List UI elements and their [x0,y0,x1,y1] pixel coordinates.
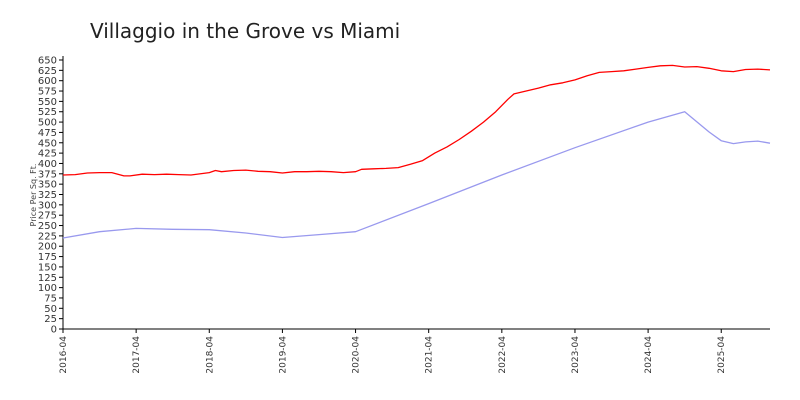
y-tick-label: 275 [38,211,57,222]
y-tick-label: 550 [38,97,57,108]
y-tick-label: 625 [38,66,57,77]
y-tick-label: 75 [44,293,57,304]
y-tick-label: 225 [38,231,57,242]
y-tick-label: 450 [38,138,57,149]
x-tick-label: 2022-04 [498,336,508,374]
x-tick-label: 2016-04 [59,336,69,374]
x-tick-label: 2024-04 [644,336,654,374]
x-tick-label: 2019-04 [278,336,288,374]
y-tick-label: 175 [38,252,57,263]
series-line-2 [62,111,771,239]
y-axis-label: Price Per Sq. Ft. [29,164,38,227]
y-tick-label: 300 [38,200,57,211]
y-tick-label: 350 [38,180,57,191]
axes: 0255075100125150175200225250275300325350… [38,56,770,374]
y-tick-label: 0 [51,325,57,336]
y-tick-label: 525 [38,107,57,118]
y-tick-label: 575 [38,87,57,98]
y-tick-label: 325 [38,190,57,201]
series-line-1 [62,64,771,177]
x-tick-label: 2020-04 [352,336,362,374]
y-tick-label: 500 [38,118,57,129]
y-tick-label: 400 [38,159,57,170]
y-tick-label: 425 [38,149,57,160]
y-tick-label: 650 [38,56,57,67]
y-tick-label: 600 [38,76,57,87]
y-tick-label: 100 [38,283,57,294]
y-tick-label: 375 [38,169,57,180]
y-tick-label: 475 [38,128,57,139]
y-tick-label: 50 [44,304,57,315]
series-layer [62,64,771,239]
y-tick-label: 250 [38,221,57,232]
x-tick-label: 2025-04 [717,336,727,374]
y-tick-label: 200 [38,242,57,253]
x-tick-label: 2017-04 [132,336,142,374]
y-tick-label: 25 [44,314,57,325]
chart-title: Villaggio in the Grove vs Miami [90,19,400,43]
x-tick-label: 2021-04 [425,336,435,374]
y-tick-label: 125 [38,273,57,284]
x-tick-label: 2023-04 [571,336,581,374]
y-tick-label: 150 [38,262,57,273]
x-tick-label: 2018-04 [205,336,215,374]
